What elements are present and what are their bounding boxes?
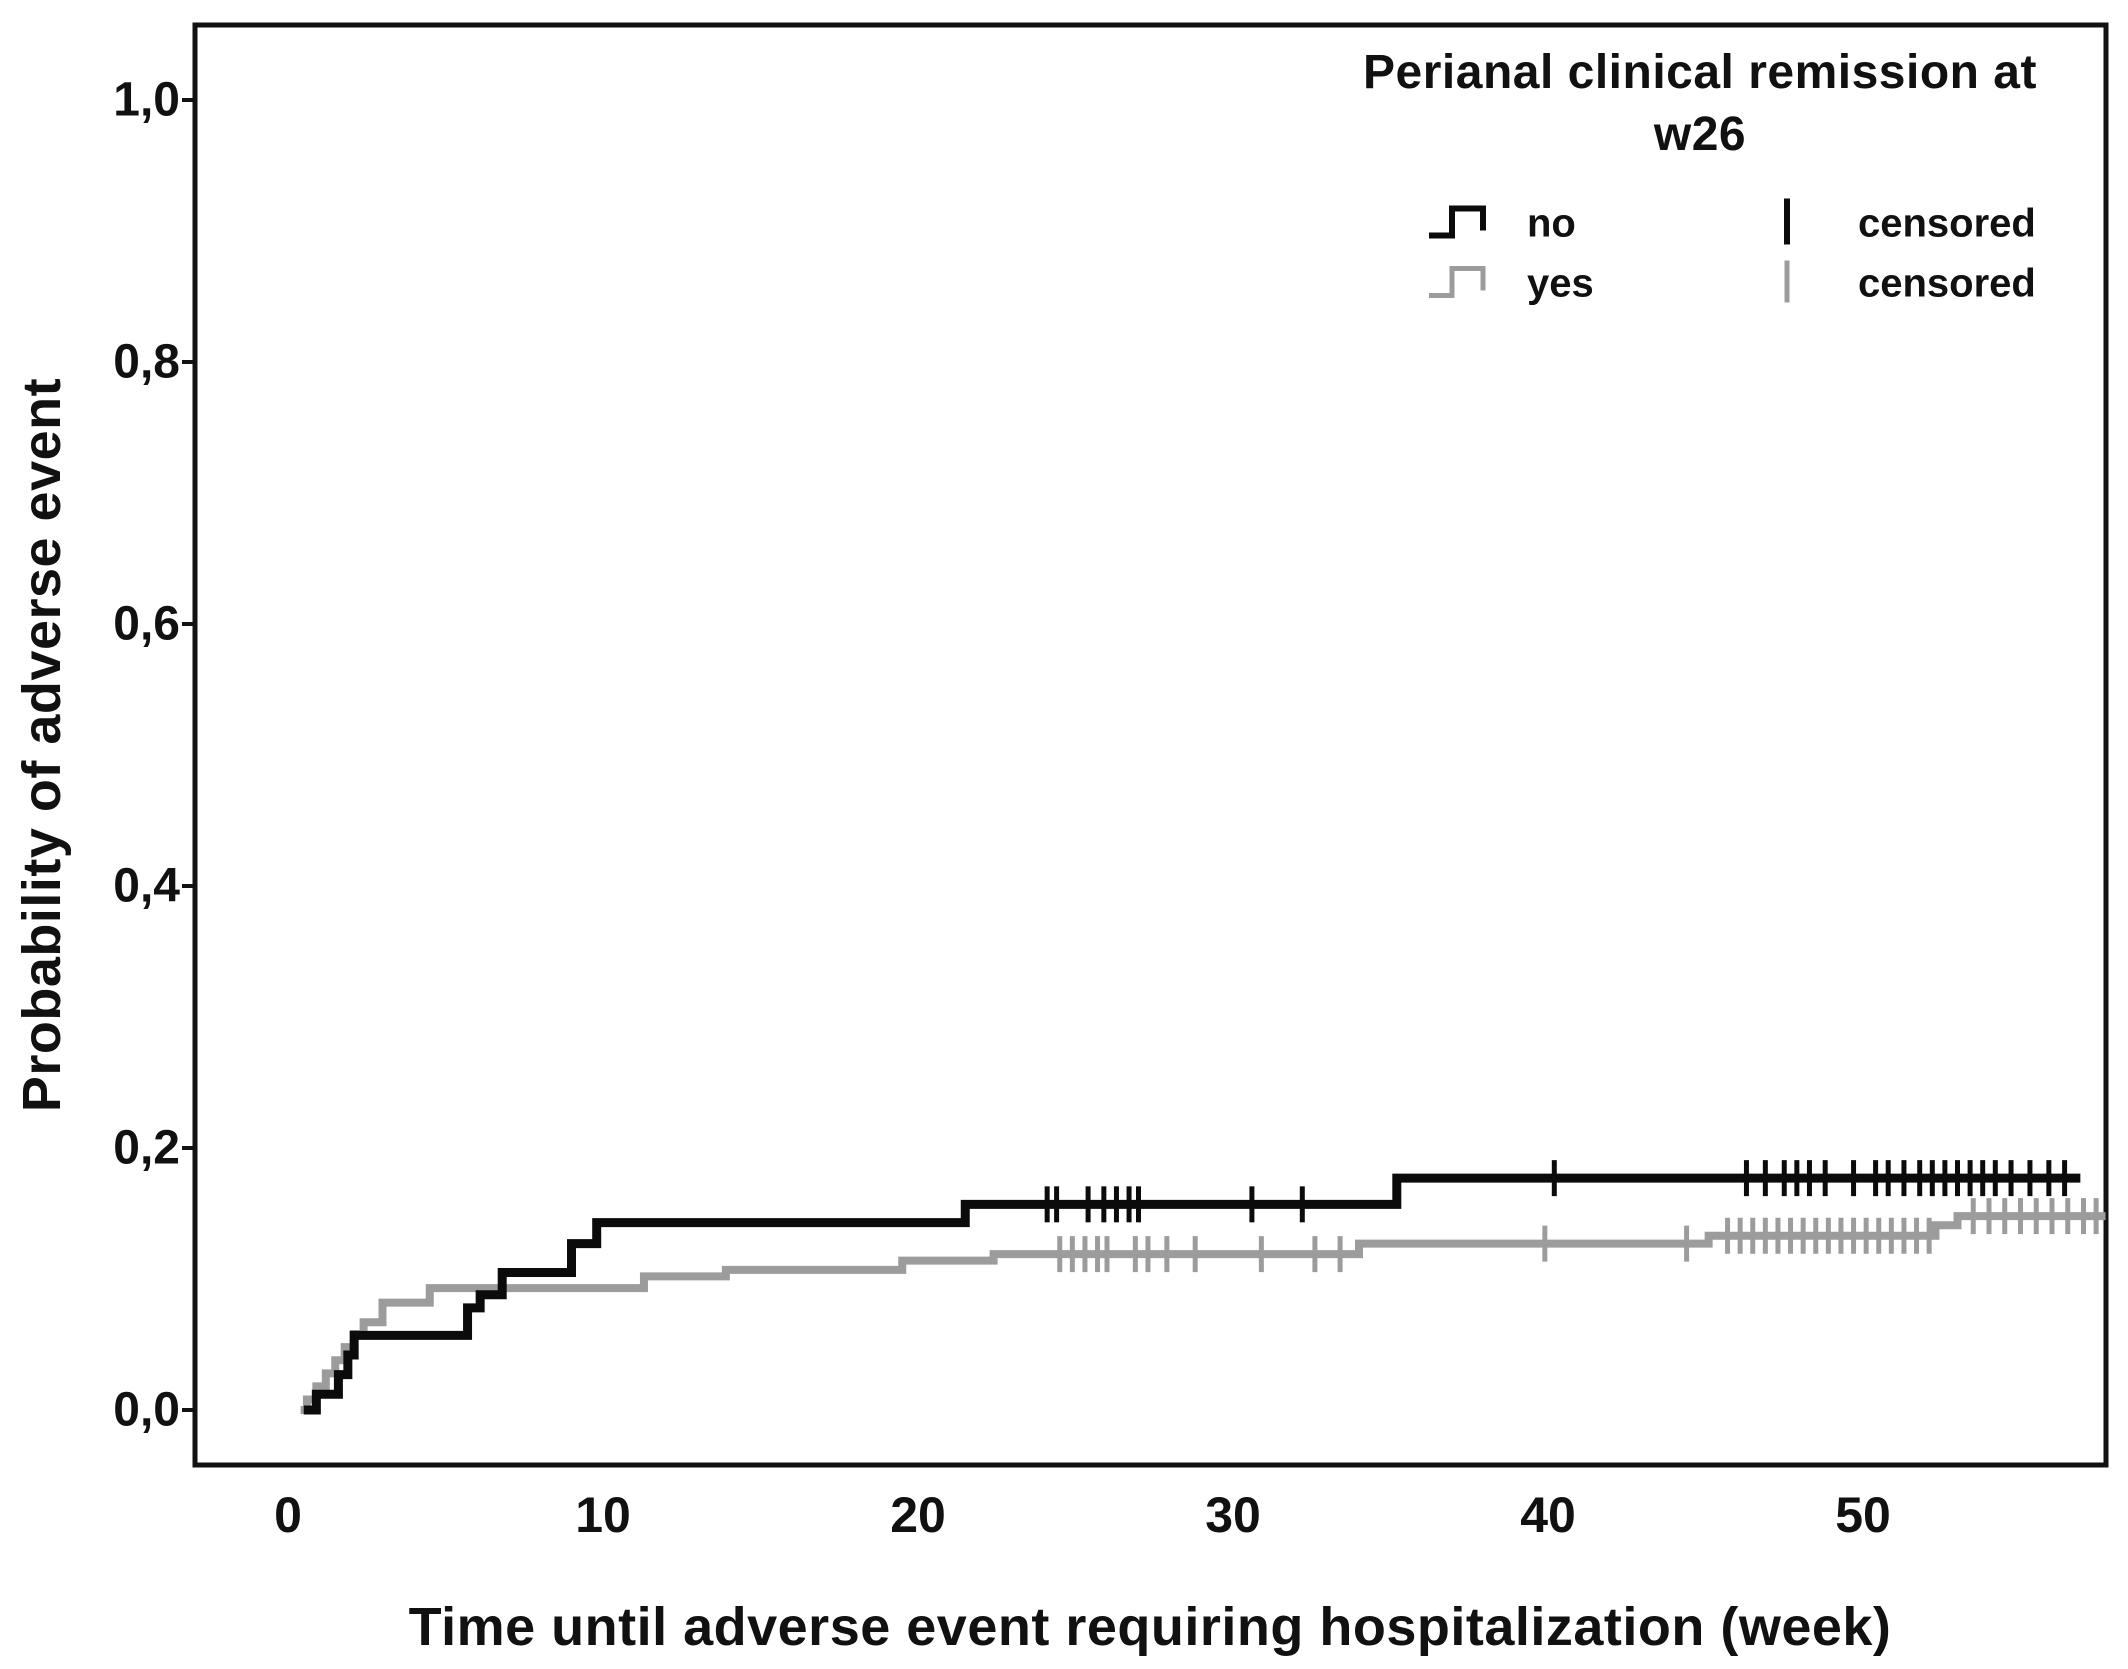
x-tick-label: 0 [274, 1487, 302, 1543]
legend: Perianal clinical remission at w26 no ce… [1280, 42, 2120, 314]
legend-label-yes: yes [1527, 261, 1594, 306]
censored-tick-swatch-black-icon [1772, 195, 1802, 254]
x-tick-label: 30 [1205, 1487, 1261, 1543]
x-axis-title: Time until adverse event requiring hospi… [408, 1597, 1892, 1657]
y-tick-label: 0,8 [113, 335, 180, 389]
y-tick-label: 0,4 [113, 859, 180, 913]
plot-frame [192, 22, 2109, 1468]
x-tick-label: 40 [1520, 1487, 1576, 1543]
legend-row-yes: yes censored [1280, 254, 2120, 314]
legend-title-line-2: w26 [1653, 108, 1747, 161]
y-axis-title: Probability of adverse event [12, 377, 72, 1113]
legend-label-no: no [1527, 201, 1576, 246]
x-tick-label: 20 [890, 1487, 946, 1543]
step-line-swatch-no-icon [1426, 201, 1506, 248]
series-line-yes [300, 1212, 2106, 1414]
legend-label-censored-yes: censored [1858, 261, 2036, 306]
y-tick-label: 0,6 [113, 597, 180, 651]
legend-title-line-1: Perianal clinical remission at [1363, 46, 2037, 99]
legend-label-censored-no: censored [1858, 201, 2036, 246]
x-tick-label: 10 [575, 1487, 631, 1543]
legend-row-no: no censored [1280, 194, 2120, 254]
y-tick-label: 0,2 [113, 1121, 180, 1175]
series-line-no [303, 1173, 2081, 1415]
step-line-swatch-yes-icon [1426, 261, 1506, 308]
censored-tick-swatch-gray-icon [1772, 255, 1802, 314]
legend-title: Perianal clinical remission at w26 [1280, 42, 2120, 166]
y-tick-label: 1,0 [113, 73, 180, 127]
x-tick-label: 50 [1835, 1487, 1891, 1543]
legend-rows: no censored yes [1280, 194, 2120, 314]
y-tick-label: 0,0 [113, 1383, 180, 1437]
